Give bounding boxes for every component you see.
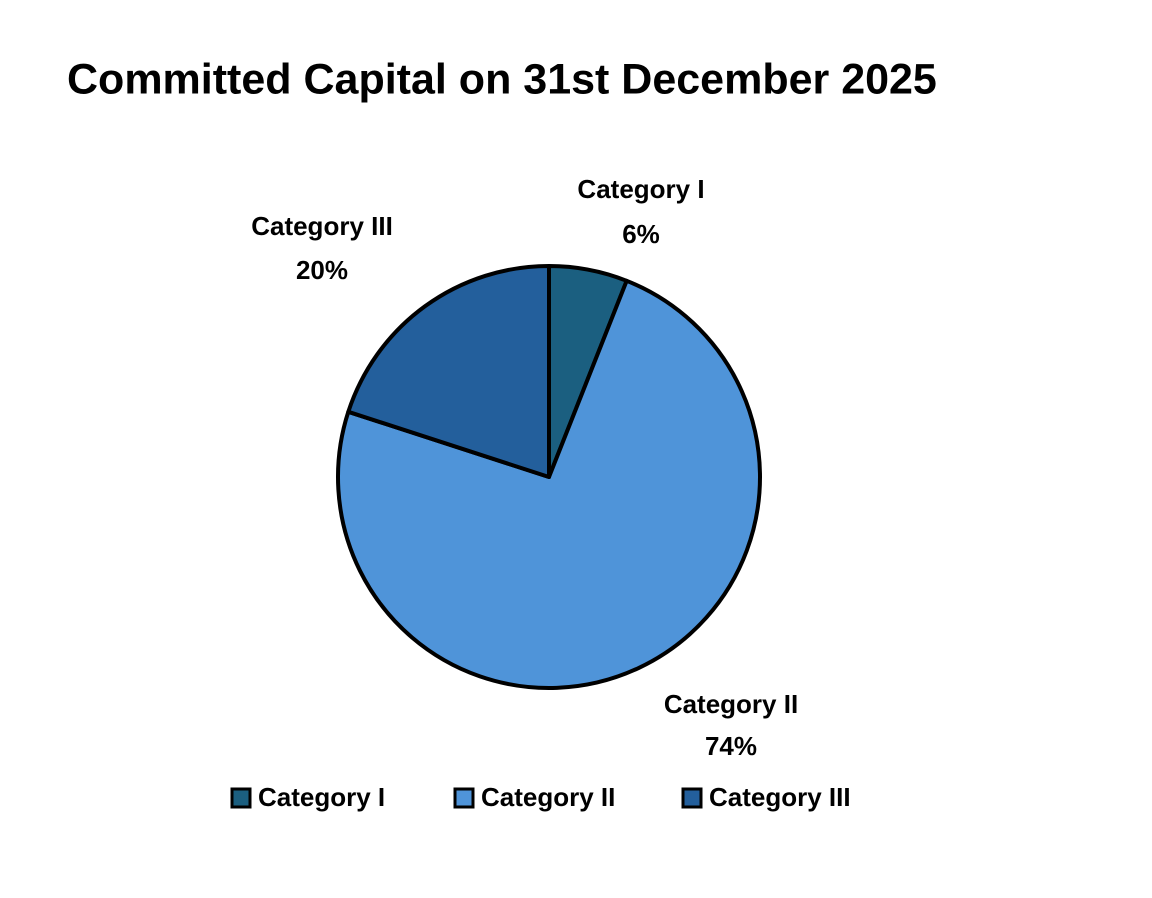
data-label: 6% <box>622 219 660 249</box>
legend-label: Category III <box>709 782 851 812</box>
legend-label: Category II <box>481 782 615 812</box>
legend-label: Category I <box>258 782 385 812</box>
data-label: 20% <box>296 255 348 285</box>
legend-swatch <box>681 787 703 809</box>
pie-slice <box>346 264 551 479</box>
legend-swatch <box>230 787 252 809</box>
data-label-name: Category II <box>664 689 798 719</box>
data-label-name: Category III <box>251 211 393 241</box>
pie-slice <box>336 278 762 690</box>
data-label: 74% <box>705 731 757 761</box>
chart-title: Committed Capital on 31st December 2025 <box>67 55 937 103</box>
legend-swatch <box>453 787 475 809</box>
data-label-name: Category I <box>577 174 704 204</box>
